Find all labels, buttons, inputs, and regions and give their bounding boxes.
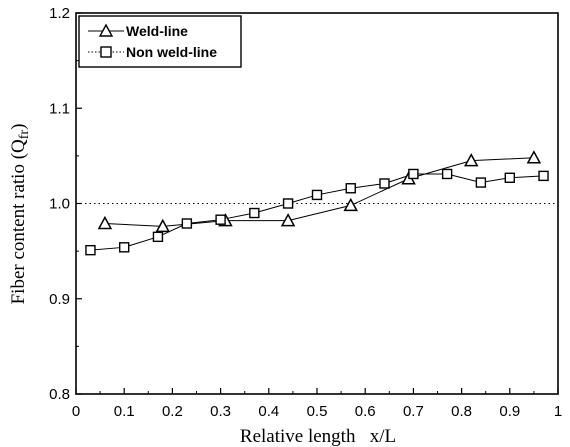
legend-label-nonweld: Non weld-line (126, 44, 217, 60)
non-weld-line-point (181, 218, 193, 229)
y-tick-label: 1.1 (49, 100, 70, 117)
x-ticks: 0 0.1 0.2 0.3 0.4 0.5 0.6 0.7 0.8 0.9 1 (72, 388, 562, 420)
non-weld-line-point (504, 172, 515, 183)
y-tick-label: 1.0 (49, 196, 70, 213)
non-weld-line-point (215, 214, 226, 225)
x-tick-label: 0.1 (114, 403, 135, 420)
non-weld-line-point (379, 178, 390, 189)
non-weld-line-point (249, 207, 260, 219)
non-weld-line-point (441, 168, 453, 180)
weld-line-point (97, 215, 113, 230)
x-tick-label: 0.4 (258, 403, 279, 420)
x-tick-label: 0.7 (403, 403, 424, 420)
legend: Weld-line Non weld-line (78, 15, 242, 68)
x-tick-label: 0.5 (307, 403, 328, 420)
non-weld-line-point (538, 170, 549, 182)
y-tick-label: 0.8 (49, 386, 70, 403)
weld-line-point (155, 218, 171, 233)
weld-line-point (526, 150, 542, 164)
legend-marker-triangle (98, 23, 114, 37)
series-lines (85, 150, 549, 256)
weld-line-point (280, 213, 296, 227)
x-tick-label: 1 (554, 403, 562, 420)
y-tick-label: 0.9 (49, 291, 70, 308)
non-weld-line-point (152, 231, 164, 243)
non-weld-line-point (408, 168, 419, 180)
y-tick-label: 1.2 (49, 5, 70, 22)
legend-label-weld: Weld-line (126, 23, 188, 39)
x-axis-title: Relative length x/L (240, 426, 396, 447)
y-axis-title-subscript: fr (17, 130, 32, 140)
weld-line-point (343, 197, 359, 212)
non-weld-line-point (282, 198, 294, 209)
x-tick-label: 0.9 (499, 403, 520, 420)
x-tick-label: 0.8 (451, 403, 472, 420)
y-ticks: 0.8 0.9 1.0 1.1 1.2 (49, 5, 82, 403)
x-tick-label: 0 (72, 403, 80, 420)
y-axis-title: Fiber content ratio (Qfr) (8, 124, 32, 305)
non-weld-line-point (118, 242, 130, 253)
non-weld-line-point (345, 183, 356, 194)
non-weld-line-point (85, 244, 96, 256)
non-weld-line-point (311, 189, 323, 201)
x-tick-label: 0.3 (210, 403, 231, 420)
x-tick-label: 0.2 (162, 403, 183, 420)
non-weld-line-point (475, 177, 487, 188)
y-axis-title-main: Fiber content ratio (Q (8, 139, 29, 304)
x-tick-label: 0.6 (355, 403, 376, 420)
weld-line-series-line (104, 157, 534, 227)
legend-marker-square (100, 46, 112, 58)
y-axis-title-close: ) (8, 124, 29, 130)
weld-line-point (463, 153, 479, 167)
